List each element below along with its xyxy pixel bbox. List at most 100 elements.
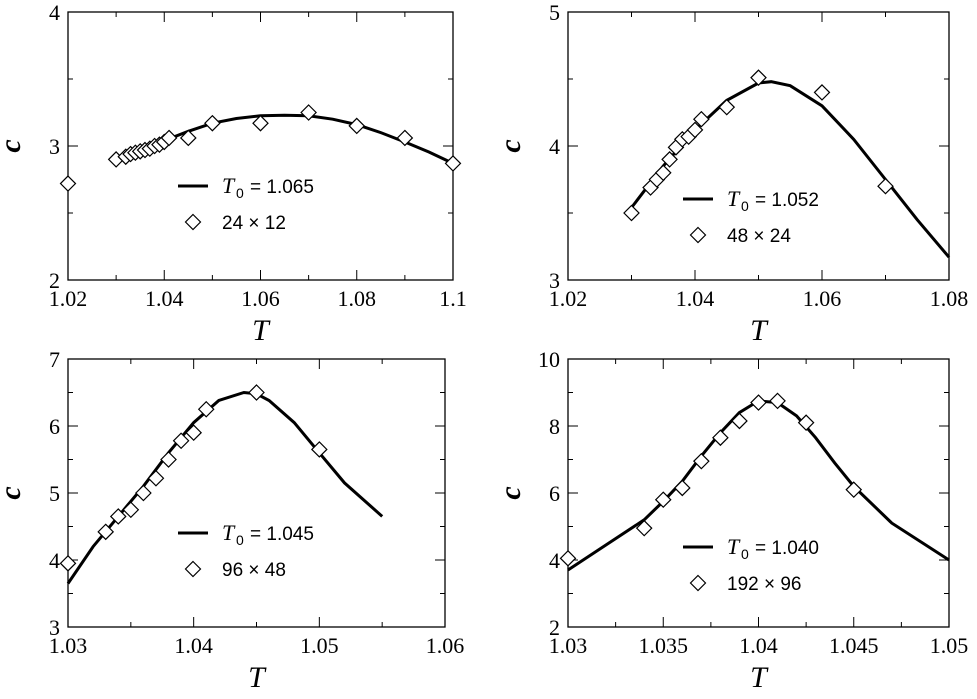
- data-point: [673, 479, 691, 497]
- data-point: [750, 69, 767, 87]
- y-axis-label: c: [494, 486, 527, 499]
- y-axis-label: c: [0, 486, 27, 499]
- x-tick-label: 1.035: [639, 633, 689, 658]
- x-tick-label: 1.02: [549, 286, 588, 311]
- x-tick-label: 1.04: [676, 286, 715, 311]
- legend-subscript: 0: [236, 532, 244, 548]
- x-tick-label: 1.08: [930, 286, 969, 311]
- y-tick-label: 8: [549, 414, 560, 439]
- data-point: [797, 414, 815, 431]
- legend-symbol: T: [727, 186, 741, 211]
- x-tick-label: 1.03: [549, 633, 588, 658]
- x-tick-label: 1.03: [49, 633, 88, 658]
- fit-curve: [66, 390, 384, 585]
- y-tick-label: 6: [549, 481, 560, 506]
- y-tick-label: 3: [49, 134, 60, 159]
- x-tick-label: 1.06: [241, 286, 280, 311]
- data-point: [185, 424, 203, 442]
- data-point: [172, 432, 190, 450]
- legend: T 0 = 1.045 96 × 48: [178, 520, 314, 581]
- data-point: [396, 129, 414, 147]
- legend-line-value: = 1.065: [250, 177, 314, 198]
- data-point: [559, 549, 577, 567]
- legend-subscript: 0: [741, 198, 749, 214]
- data-point: [693, 110, 710, 128]
- data-point: [147, 469, 165, 487]
- data-point: [248, 384, 265, 401]
- data-point: [661, 151, 678, 168]
- data-point: [109, 508, 127, 525]
- legend-line-value: = 1.040: [755, 538, 819, 559]
- data-point: [635, 519, 653, 537]
- x-axis-label: T: [248, 661, 267, 694]
- x-tick-label: 1.06: [426, 633, 465, 658]
- data-point: [712, 429, 729, 447]
- legend-marker-label: 192 × 96: [727, 574, 802, 595]
- data-point: [750, 394, 767, 411]
- x-tick-label: 1.04: [145, 286, 184, 311]
- data-point: [179, 129, 197, 147]
- legend-subscript: 0: [236, 185, 244, 201]
- legend: T 0 = 1.040 192 × 96: [683, 534, 819, 595]
- x-tick-label: 1.045: [829, 633, 879, 658]
- x-tick-label: 1.06: [803, 286, 842, 311]
- y-tick-label: 3: [49, 615, 60, 640]
- y-tick-label: 6: [49, 414, 60, 439]
- x-tick-label: 1.05: [300, 633, 339, 658]
- data-point: [813, 84, 831, 101]
- plot-frame: [67, 11, 454, 281]
- y-tick-label: 2: [549, 615, 560, 640]
- data-point: [718, 98, 736, 116]
- data-point: [204, 114, 221, 132]
- data-point: [59, 175, 77, 192]
- y-tick-label: 3: [549, 268, 560, 293]
- legend-line-value: = 1.052: [755, 190, 819, 211]
- data-point: [197, 400, 215, 418]
- x-axis-label: T: [252, 314, 271, 347]
- fit-curve: [567, 399, 950, 572]
- legend-subscript: 0: [741, 546, 749, 562]
- x-tick-label: 1.08: [338, 286, 377, 311]
- data-point: [654, 164, 672, 182]
- y-tick-label: 4: [549, 548, 560, 573]
- y-tick-label: 10: [538, 347, 560, 372]
- data-point: [310, 441, 328, 458]
- data-point: [59, 555, 77, 572]
- data-point: [731, 412, 748, 430]
- legend-marker-swatch: [689, 226, 707, 244]
- data-point: [877, 177, 894, 195]
- legend-marker-label: 96 × 48: [222, 560, 286, 581]
- y-tick-label: 5: [49, 481, 60, 506]
- legend-symbol: T: [727, 534, 741, 559]
- legend-marker-swatch: [184, 213, 202, 231]
- x-axis-label: T: [750, 314, 769, 347]
- data-point: [300, 104, 317, 121]
- y-axis-label: c: [494, 139, 527, 152]
- y-tick-label: 2: [49, 268, 60, 293]
- legend-line-value: = 1.045: [250, 524, 314, 545]
- x-tick-label: 1.04: [174, 633, 213, 658]
- x-axis-label: T: [750, 661, 769, 694]
- legend: T 0 = 1.065 24 × 12: [178, 173, 314, 234]
- legend-symbol: T: [222, 520, 236, 545]
- legend-marker-label: 48 × 24: [727, 226, 791, 247]
- x-tick-label: 1.1: [439, 286, 467, 311]
- y-tick-label: 4: [49, 0, 60, 25]
- data-point: [97, 523, 115, 541]
- data-point: [444, 155, 462, 172]
- data-point: [693, 452, 710, 470]
- data-point: [122, 501, 140, 519]
- y-tick-label: 4: [49, 548, 60, 573]
- legend-marker-swatch: [689, 574, 707, 592]
- data-point: [654, 491, 672, 509]
- data-point: [160, 129, 178, 147]
- data-point: [252, 114, 269, 132]
- x-tick-label: 1.02: [49, 286, 88, 311]
- legend-marker-swatch: [184, 560, 202, 578]
- data-point: [348, 117, 366, 135]
- data-point: [160, 451, 177, 468]
